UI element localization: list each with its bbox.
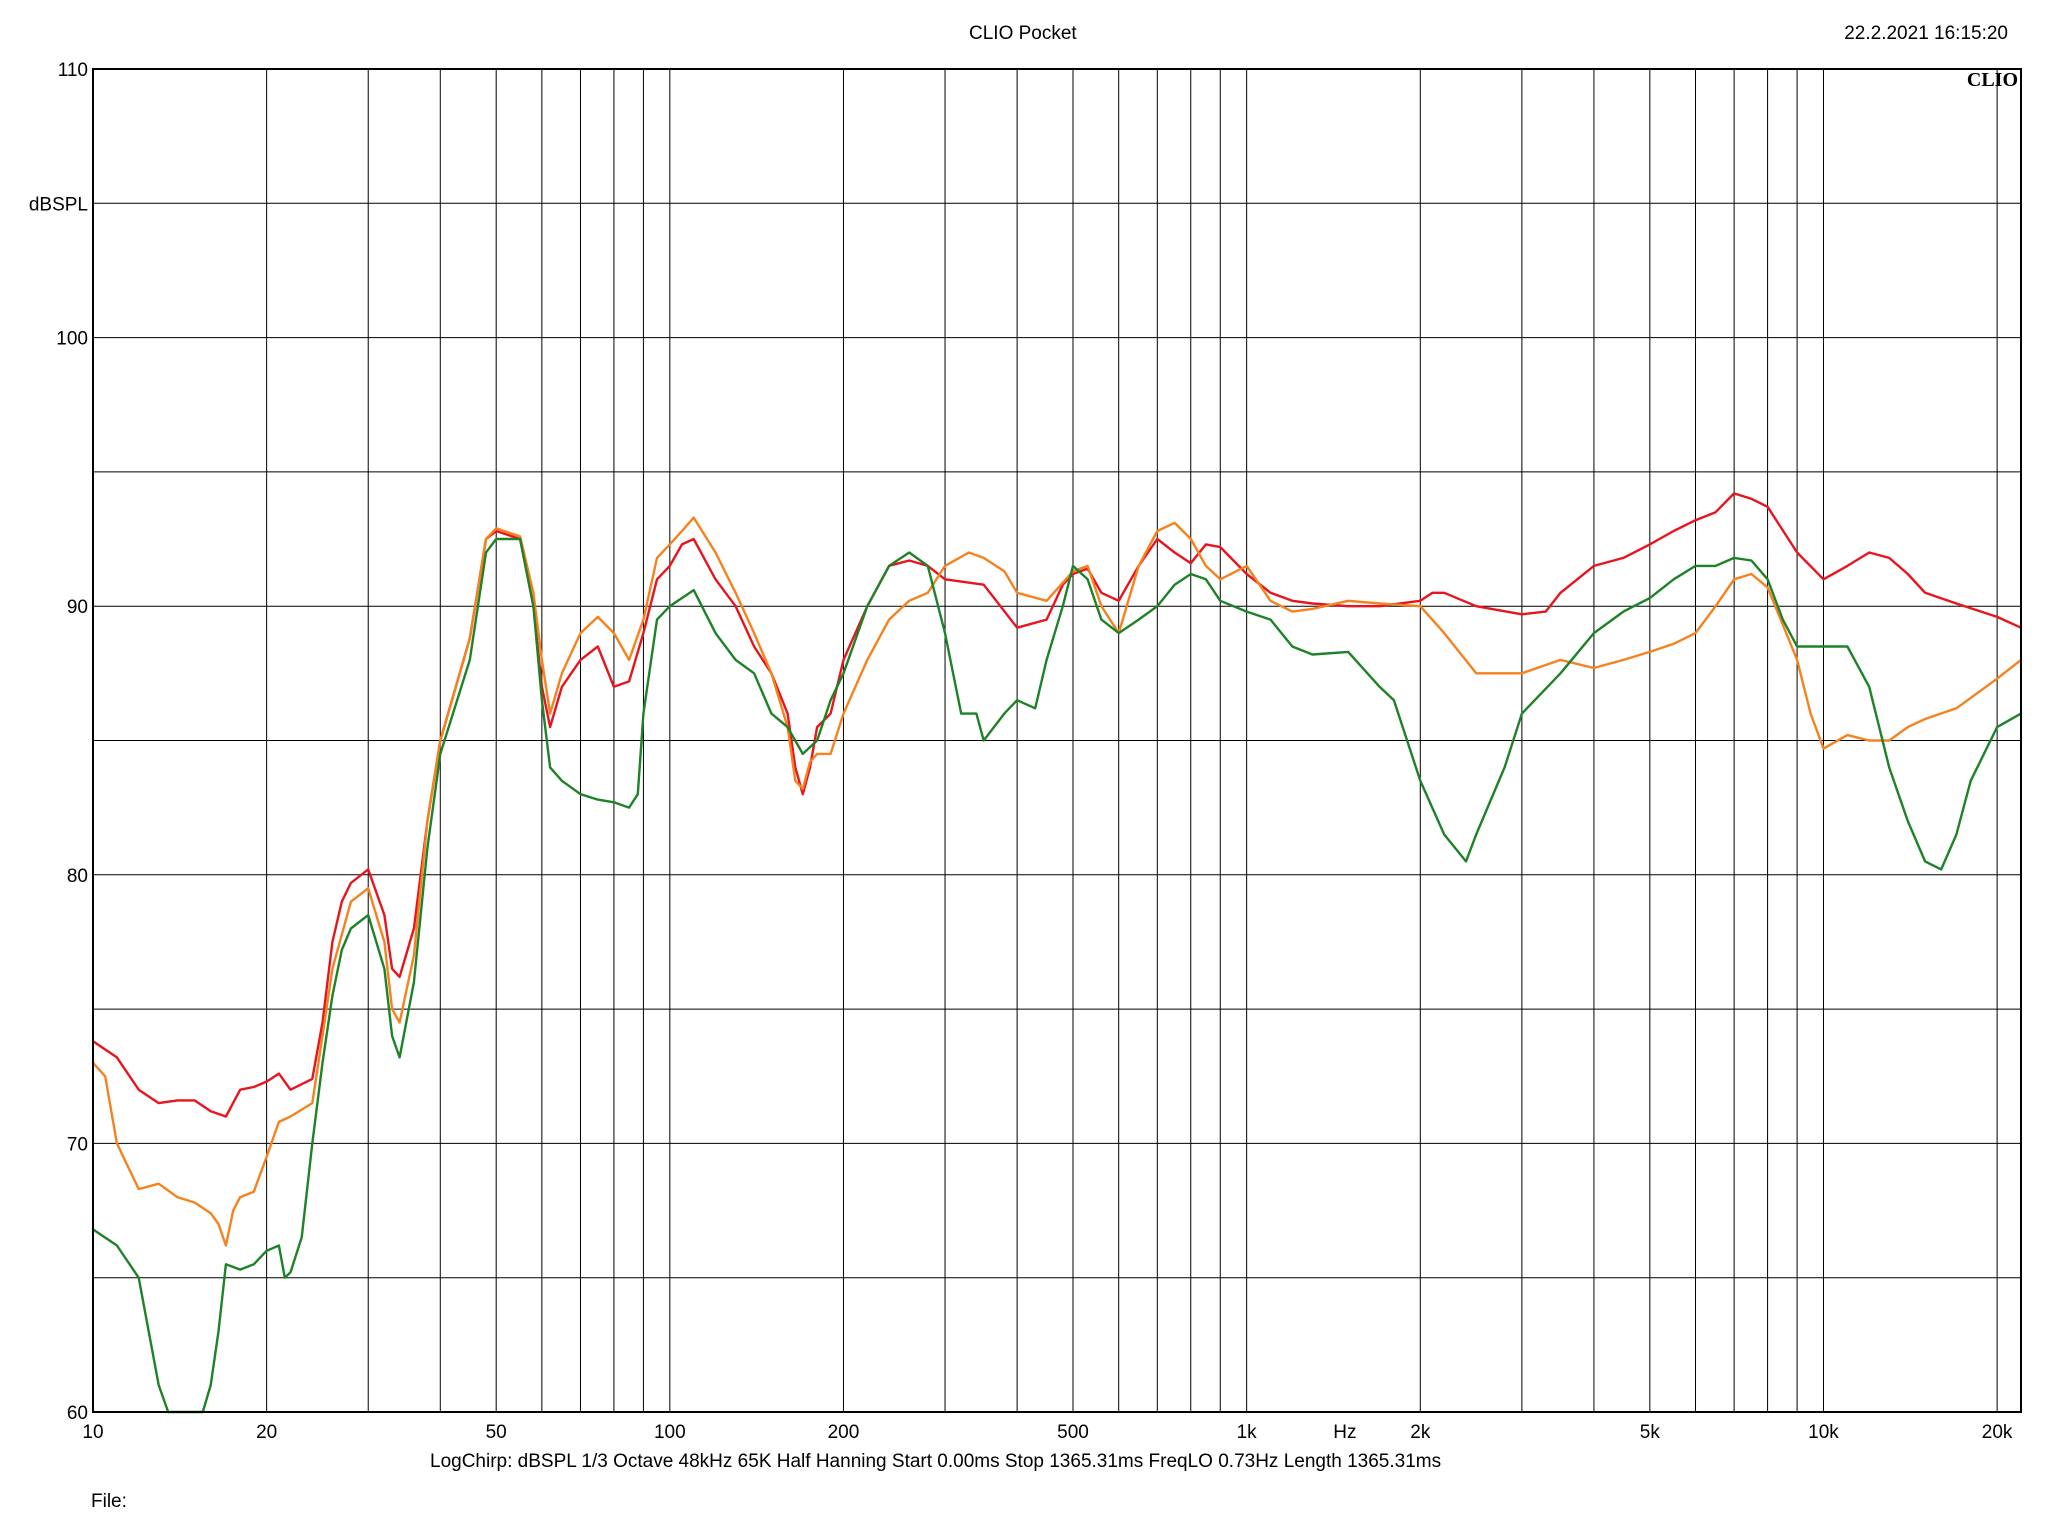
- x-tick-label: 10: [82, 1422, 103, 1443]
- x-axis-labels: 10 20 50 100 200 500 1k 2k 5k 10k 20k: [82, 1422, 2013, 1443]
- grid: [93, 68, 2021, 1413]
- series-line: [91, 516, 2023, 1247]
- y-tick-label: 60: [67, 1403, 88, 1424]
- x-tick-label: 20k: [1982, 1422, 2013, 1443]
- y-tick-label: dBSPL: [29, 194, 88, 215]
- y-tick-label: 90: [67, 597, 88, 618]
- x-tick-label: 5k: [1640, 1422, 1661, 1443]
- clio-logo: CLIO: [1967, 69, 2018, 91]
- series-lines: [91, 492, 2023, 1414]
- x-tick-label: 100: [654, 1422, 686, 1443]
- plot-frame: [92, 68, 2022, 1413]
- x-axis-unit-label: Hz: [1333, 1422, 1356, 1443]
- x-tick-label: 50: [486, 1422, 507, 1443]
- x-tick-label: 1k: [1237, 1422, 1258, 1443]
- timestamp: 22.2.2021 16:15:20: [1844, 23, 2008, 44]
- y-tick-label: 70: [67, 1134, 88, 1155]
- x-tick-label: 20: [256, 1422, 277, 1443]
- series-line: [91, 537, 2023, 1414]
- x-tick-label: 200: [828, 1422, 860, 1443]
- chart-title: CLIO Pocket: [969, 23, 1077, 44]
- y-tick-label: 110: [58, 60, 88, 81]
- file-label: File:: [91, 1491, 127, 1512]
- y-tick-label: 80: [67, 866, 88, 887]
- x-tick-label: 10k: [1808, 1422, 1839, 1443]
- measurement-settings: LogChirp: dBSPL 1/3 Octave 48kHz 65K Hal…: [430, 1451, 1442, 1472]
- x-tick-label: 500: [1057, 1422, 1089, 1443]
- y-axis-labels: 60 70 80 90 100 dBSPL 110: [29, 60, 88, 1424]
- x-tick-label: 2k: [1410, 1422, 1431, 1443]
- y-tick-label: 100: [56, 329, 88, 350]
- series-line: [91, 492, 2023, 1118]
